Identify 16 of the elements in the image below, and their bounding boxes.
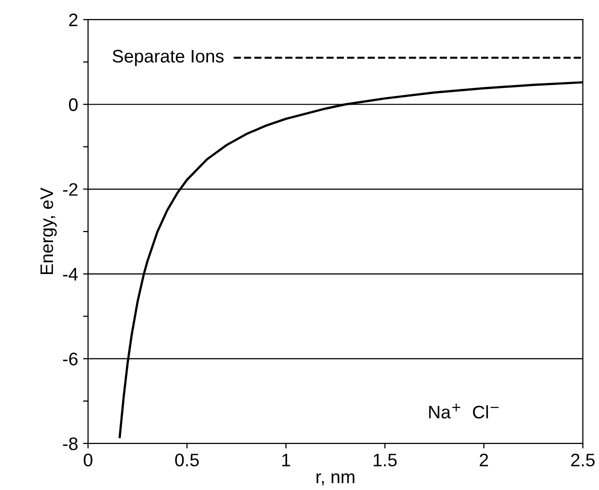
x-tick-label: 0.5 [175, 454, 199, 466]
y-tick-label: -4 [63, 268, 78, 280]
y-tick-label: -6 [63, 352, 78, 366]
x-axis-title: r, nm [316, 473, 354, 486]
x-tick-label: 1.5 [374, 454, 397, 466]
x-tick-label: 1 [282, 454, 290, 466]
ref-line-label: Separate Ions [112, 50, 224, 66]
x-tick-label: 2.5 [571, 454, 595, 466]
y-tick-label: -2 [63, 183, 78, 196]
annotation: Na$^{+}$ Cl$^{−}$ [429, 403, 499, 418]
y-tick-label: 2 [69, 14, 78, 26]
y-tick-label: -8 [63, 437, 78, 450]
x-tick-label: 2 [480, 454, 488, 466]
x-tick-label: 0 [84, 454, 92, 466]
y-axis-title: Energy, eV [40, 188, 57, 274]
y-tick-label: 0 [68, 98, 78, 112]
